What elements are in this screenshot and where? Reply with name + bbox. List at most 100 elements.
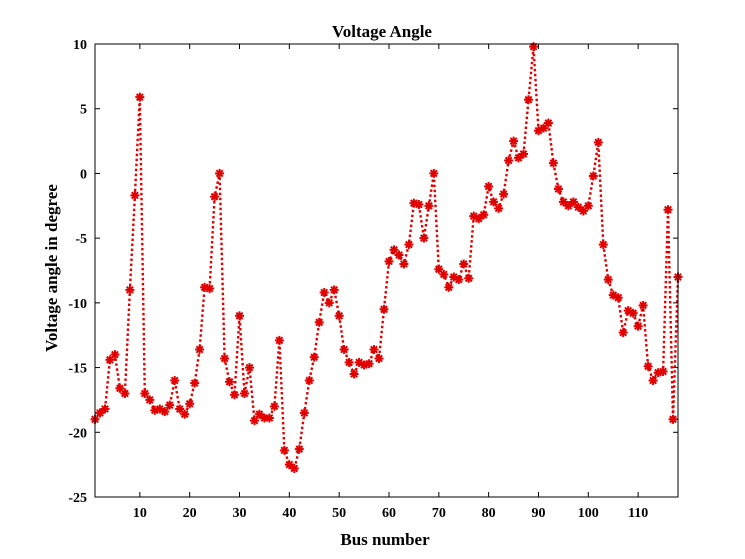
data-point-marker (494, 203, 504, 213)
data-point-marker (279, 445, 289, 455)
data-point-marker (120, 389, 130, 398)
data-point-marker (643, 361, 653, 371)
y-tick-label: -20 (68, 426, 87, 441)
data-point-marker (379, 304, 389, 314)
y-tick-label: -5 (75, 232, 87, 247)
data-point-marker (210, 192, 220, 202)
data-point-marker (613, 293, 623, 303)
data-point-marker (165, 400, 175, 410)
data-point-marker (434, 264, 444, 274)
data-point-marker (299, 408, 309, 418)
data-point-marker (110, 350, 120, 360)
data-point-marker (364, 359, 374, 369)
y-axis-label: Voltage angle in degree (42, 184, 61, 352)
y-tick-label: -10 (68, 297, 87, 312)
data-point-marker (479, 210, 489, 220)
data-point-marker (404, 240, 414, 250)
data-point-marker (314, 317, 324, 327)
data-point-marker (160, 407, 170, 417)
data-point-marker (195, 345, 205, 354)
data-point-marker (444, 282, 454, 292)
data-point-marker (180, 409, 190, 419)
data-point-marker (339, 345, 349, 354)
data-point-marker (145, 395, 155, 405)
data-point-marker (170, 376, 180, 385)
data-point-marker (205, 284, 215, 294)
data-point-marker (304, 376, 314, 385)
data-point-marker (215, 168, 225, 178)
x-tick-label: 40 (282, 506, 296, 521)
data-point-marker (529, 42, 538, 52)
data-point-marker (225, 377, 234, 387)
chart-title: Voltage Angle (332, 22, 432, 41)
data-point-marker (419, 233, 429, 243)
x-tick-label: 60 (382, 506, 396, 521)
data-point-marker (289, 464, 299, 473)
data-point-marker (309, 352, 319, 362)
data-point-marker (593, 137, 603, 147)
data-point-marker (190, 378, 200, 388)
data-point-marker (454, 275, 464, 285)
data-point-marker (130, 190, 140, 200)
y-tick-label: -25 (68, 491, 87, 506)
data-point-marker (384, 256, 394, 266)
data-point-marker (125, 285, 135, 295)
x-tick-label: 50 (332, 506, 346, 521)
tick-group: 10 20 30 40 50 60 70 80 90 100 110 -25 -20 -15 -10 -5 0 5… (68, 38, 678, 521)
data-point-marker (294, 444, 304, 454)
data-point-marker (598, 240, 608, 250)
y-tick-label: -15 (68, 362, 87, 377)
y-tick-label: 0 (80, 167, 87, 182)
data-point-marker (334, 311, 344, 321)
data-point-marker (140, 389, 150, 398)
x-tick-label: 100 (578, 506, 599, 521)
x-tick-label: 70 (432, 506, 446, 521)
y-tick-label: 10 (73, 38, 87, 53)
x-tick-label: 110 (628, 506, 648, 521)
data-point-marker (374, 354, 384, 363)
data-point-marker (603, 275, 613, 285)
data-point-marker (514, 153, 523, 163)
data-point-marker (449, 272, 459, 282)
data-point-marker (543, 118, 553, 128)
data-point-marker (254, 409, 264, 419)
data-point-marker (509, 136, 519, 146)
data-point-marker (638, 300, 648, 310)
data-point-marker (648, 376, 658, 385)
data-point-marker (369, 345, 379, 354)
data-point-marker (240, 389, 249, 398)
data-point-marker (319, 288, 329, 297)
data-point-marker (484, 181, 494, 191)
data-point-marker (95, 408, 105, 418)
data-point-marker (499, 189, 509, 199)
x-tick-label: 10 (133, 506, 147, 521)
data-point-marker (100, 404, 110, 414)
data-point-marker (329, 285, 339, 295)
data-point-marker (439, 269, 449, 279)
data-point-marker (464, 273, 474, 283)
data-point-marker (220, 354, 230, 363)
data-point-marker (324, 298, 334, 308)
data-point-marker (274, 335, 284, 345)
data-point-marker (230, 390, 239, 400)
data-point-marker (245, 363, 254, 373)
data-point-marker (394, 250, 404, 260)
data-point-marker (583, 201, 593, 211)
data-point-marker (459, 259, 469, 269)
data-point-marker (185, 399, 195, 409)
x-tick-label: 80 (482, 506, 496, 521)
x-tick-label: 90 (531, 506, 545, 521)
data-point-marker (663, 205, 673, 215)
y-tick-label: 5 (80, 103, 87, 118)
x-tick-label: 20 (183, 506, 197, 521)
data-point-marker (135, 92, 145, 102)
data-point-marker (633, 321, 643, 331)
data-point-marker (668, 414, 678, 424)
plot-area-frame (94, 43, 679, 498)
data-point-marker (429, 168, 439, 178)
data-point-marker (414, 200, 424, 209)
data-point-marker (269, 401, 279, 411)
data-point-marker (588, 171, 598, 181)
data-point-marker (489, 197, 499, 207)
